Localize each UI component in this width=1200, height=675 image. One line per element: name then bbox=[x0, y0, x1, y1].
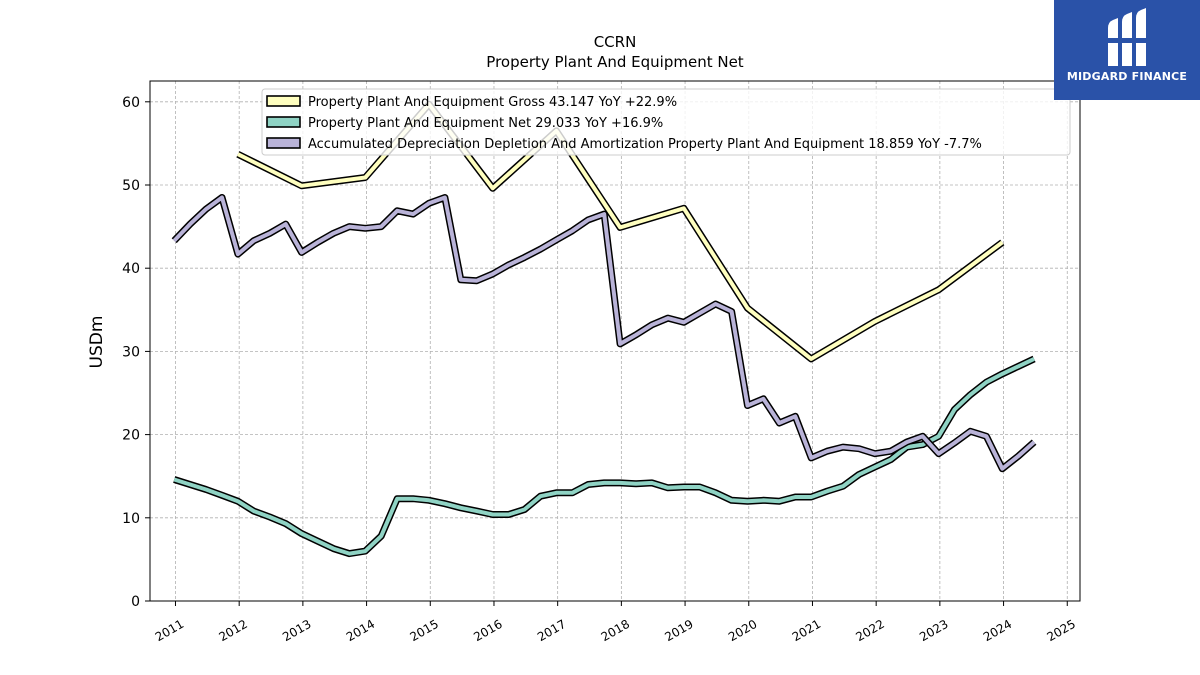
x-tick-label: 2011 bbox=[153, 617, 186, 644]
series-0-line bbox=[237, 102, 1004, 361]
legend-swatch-2 bbox=[266, 137, 301, 149]
y-axis-label: USDm bbox=[87, 316, 107, 369]
x-tick-label: 2019 bbox=[662, 617, 695, 644]
legend-label-0: Property Plant And Equipment Gross 43.14… bbox=[308, 95, 677, 110]
x-tick-label: 2012 bbox=[216, 617, 249, 644]
series-1-line bbox=[173, 357, 1035, 556]
legend-box bbox=[261, 88, 1071, 156]
legend: Property Plant And Equipment Gross 43.14… bbox=[261, 88, 1071, 156]
y-tick-label: 40 bbox=[122, 261, 140, 277]
series-layer bbox=[171, 100, 1037, 558]
y-tick-label: 30 bbox=[122, 344, 140, 360]
x-tick-label: 2021 bbox=[790, 617, 823, 644]
y-tick-label: 10 bbox=[122, 511, 140, 527]
legend-swatch-0 bbox=[266, 95, 301, 107]
y-tick-label: 50 bbox=[122, 178, 140, 194]
chart-subtitle: Property Plant And Equipment Net bbox=[486, 53, 743, 71]
x-tick-label: 2015 bbox=[408, 617, 441, 644]
y-tick-label: 20 bbox=[122, 428, 140, 444]
legend-label-2: Accumulated Depreciation Depletion And A… bbox=[308, 137, 982, 152]
brand-name: MIDGARD FINANCE bbox=[1066, 70, 1188, 83]
plot-frame bbox=[149, 80, 1081, 602]
x-tick-label: 2023 bbox=[917, 617, 950, 644]
x-tick-label: 2018 bbox=[599, 617, 632, 644]
x-tick-label: 2024 bbox=[981, 617, 1014, 644]
x-tick-label: 2014 bbox=[344, 617, 377, 644]
chart-title: CCRN bbox=[594, 33, 637, 51]
x-tick-label: 2013 bbox=[280, 617, 313, 644]
y-tick-label: 60 bbox=[122, 95, 140, 111]
legend-swatch-1 bbox=[266, 116, 301, 128]
x-tick-label: 2022 bbox=[853, 617, 886, 644]
x-tick-label: 2025 bbox=[1045, 617, 1078, 644]
legend-label-1: Property Plant And Equipment Net 29.033 … bbox=[308, 116, 663, 131]
brand-logo: MIDGARD FINANCE bbox=[1054, 0, 1200, 100]
midgard-logo-icon bbox=[1106, 8, 1148, 66]
x-tick-label: 2017 bbox=[535, 617, 568, 644]
x-tick-label: 2016 bbox=[471, 617, 504, 644]
x-tick-label: 2020 bbox=[726, 617, 759, 644]
series-2-line bbox=[172, 195, 1036, 471]
y-tick-label: 0 bbox=[131, 594, 140, 610]
